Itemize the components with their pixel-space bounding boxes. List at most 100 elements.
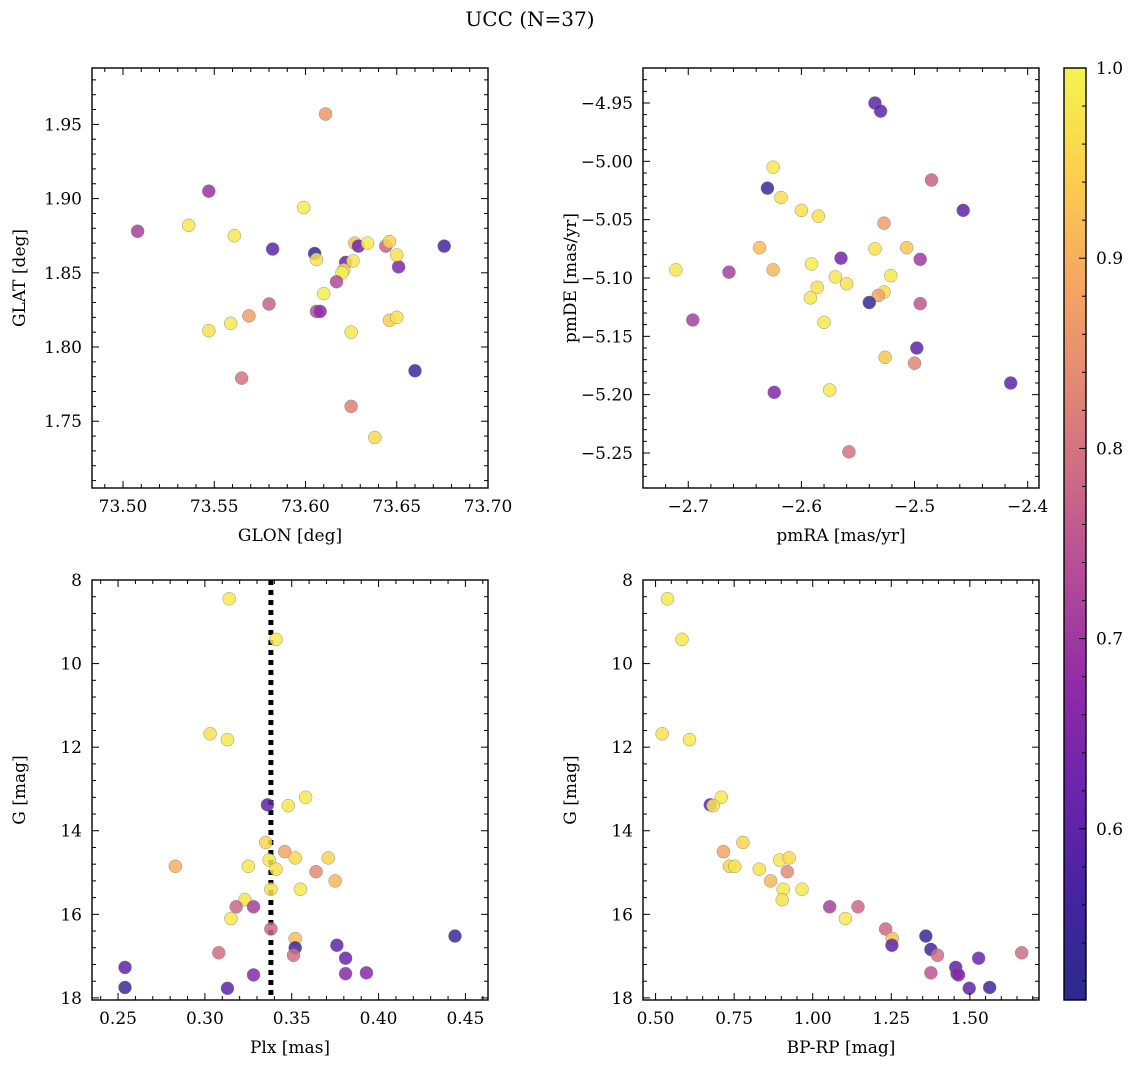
data-point [899,240,914,255]
data-point [930,948,945,962]
colorbar-tick-label: 0.8 [1096,439,1123,459]
data-point [202,323,216,338]
data-point [669,263,683,277]
y-tick-label: −5.05 [581,211,633,231]
data-point [118,960,132,975]
data-point [229,900,243,914]
y-tick-label: 12 [611,738,633,758]
x-tick-label: 0.30 [186,1009,224,1029]
data-point [298,790,313,805]
panel-proper-motion: −2.7 −2.6 −2.5 −2.4 −5.25 −5.20 −5.15 −5.10 −5.0… [561,67,1048,546]
data-point [868,242,882,256]
data-point [408,364,422,378]
data-point [760,181,775,195]
figure-title: UCC (N=37) [465,7,594,31]
data-point [924,966,938,980]
data-point [227,229,242,243]
data-point [368,430,382,445]
data-point [242,309,256,323]
data-point [913,296,927,311]
data-point [878,350,892,365]
data-point [309,252,324,267]
x-axis-label: pmRA [mas/yr] [776,526,905,546]
y-tick-label: 10 [60,655,82,675]
data-point [224,911,238,926]
x-tick-label: −2.6 [781,497,822,517]
data-point [448,929,462,943]
y-tick-label: 10 [611,655,633,675]
y-tick-label: 8 [71,571,82,591]
data-point [360,236,375,250]
data-point [223,316,238,330]
y-tick-label: 14 [611,822,633,842]
data-point [338,966,353,981]
data-point [878,922,893,936]
data-point [803,291,818,305]
data-point [675,632,689,647]
axes-frame [91,579,489,1001]
data-point [686,313,700,327]
data-point [182,218,196,233]
data-point [328,874,342,888]
data-point [202,184,216,198]
colorbar: 0.6 0.7 0.8 0.9 1.0 [1063,59,1123,1001]
y-tick-label: 8 [622,571,633,591]
data-point [774,190,788,205]
data-point [884,268,898,283]
data-point [344,399,358,414]
data-point [203,727,217,741]
x-axis-label: Plx [mas] [250,1038,330,1058]
data-point [919,929,933,943]
data-point [910,341,924,355]
x-axis-label: GLON [deg] [238,526,342,546]
data-point [278,844,292,859]
y-tick-label: 1.95 [44,115,82,135]
data-point [222,592,236,606]
x-tick-label: −2.7 [668,497,709,517]
data-point [907,356,922,370]
data-point [234,371,249,385]
x-tick-label: 0.25 [99,1009,137,1029]
y-tick-label: −5.20 [581,386,633,406]
data-point [264,882,278,896]
data-point [437,239,451,253]
data-point [660,592,675,606]
x-tick-label: 1.00 [794,1009,832,1029]
data-point [317,286,331,301]
x-tick-label: 73.65 [372,497,421,517]
data-point [241,859,256,873]
data-point [220,981,235,995]
data-point [296,200,311,215]
data-point [714,790,728,805]
data-point [130,224,145,238]
y-tick-label: 1.90 [44,190,82,210]
data-point [359,966,374,980]
x-tick-label: 0.50 [637,1009,675,1029]
x-tick-label: −2.4 [1007,497,1048,517]
data-point [804,257,819,271]
y-tick-label: 18 [611,989,633,1009]
data-point [822,383,837,397]
data-point [262,853,276,867]
points [669,96,1018,459]
y-axis-label: GLAT [deg] [10,229,30,327]
data-point [873,104,888,118]
y-tick-label: −5.00 [581,152,633,172]
data-point [246,968,261,982]
y-tick-label: 1.80 [44,338,82,358]
data-point [288,851,302,865]
y-axis-label: G [mag] [10,755,30,824]
data-point [264,922,278,936]
x-tick-label: 0.45 [446,1009,484,1029]
data-point [834,251,848,265]
data-point [212,946,226,960]
points [655,592,1029,995]
data-point [752,862,766,876]
data-point [982,980,997,995]
data-point [828,270,843,284]
data-point [1015,946,1029,960]
colorbar-gradient [1063,67,1087,1001]
panel-spatial: 73.50 73.55 73.60 73.65 73.70 1.75 1.80 1.85 1.9… [10,67,512,546]
panel-plx-magnitude: 0.25 0.30 0.35 0.40 0.45 8 10 12 14 16 18 Plx [mas]… [10,571,489,1058]
